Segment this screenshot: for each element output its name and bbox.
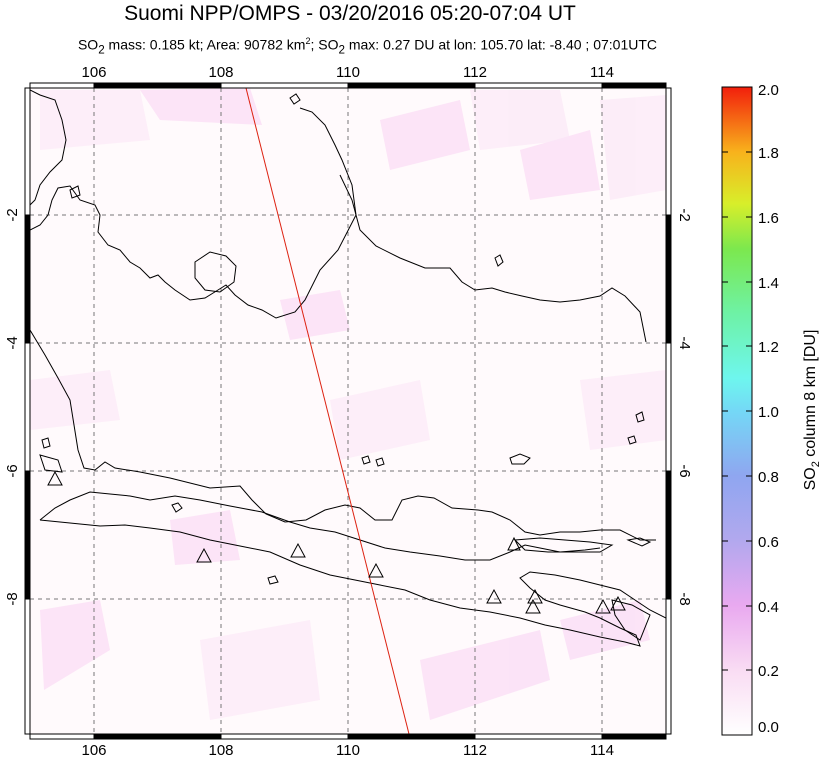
island-east-2 [627,435,637,445]
so2-field [30,88,666,734]
island-north-2 [494,254,504,267]
colorbar-tick-label: 0.0 [758,719,779,736]
lat-tick-label: -2 [676,208,693,221]
lon-tick-label: 114 [590,64,614,81]
colorbar-title: SO2 column 8 km [DU] [802,330,822,491]
lat-labels-right: -2 -4 -6 -8 [676,208,693,605]
colorbar-labels: 0.0 0.2 0.4 0.6 0.8 1.0 1.2 1.4 1.6 1.8 … [758,82,779,736]
island-kangean [626,537,652,547]
colorbar-tick-label: 0.2 [758,663,779,680]
lat-tick-label: -2 [4,208,21,221]
lat-tick-label: -4 [676,336,693,349]
lon-tick-label: 112 [463,64,487,81]
volcano-marker [610,595,626,611]
colorbar-tick-label: 0.6 [758,534,779,551]
chart-title: Suomi NPP/OMPS - 03/20/2016 05:20-07:04 … [124,2,576,25]
so2-light-patches [30,90,666,720]
colorbar-tick-label: 1.4 [758,275,779,292]
orbit-track [245,88,410,734]
graticule [30,88,666,734]
colorbar-ticks [722,151,752,736]
volcano-marker [196,547,212,563]
colorbar-tick-label: 1.8 [758,145,779,162]
island-west-2 [39,454,63,473]
colorbar-tick-label: 0.8 [758,469,779,486]
lat-tick-label: -6 [676,464,693,477]
lon-labels-bottom: 106 108 110 112 114 [81,742,613,759]
colorbar-tick-label: 1.2 [758,339,779,356]
island-mid-1 [361,455,371,465]
lon-labels-top: 106 108 110 112 114 [81,64,613,81]
island-east-1 [635,411,645,423]
lat-tick-label: -8 [4,592,21,605]
frame-bottom [29,733,667,740]
island-north-1 [289,93,301,105]
lon-tick-label: 110 [336,742,360,759]
volcano-marker [290,542,306,558]
frame-right [665,87,672,735]
lon-tick-label: 114 [590,742,614,759]
madura [513,537,614,553]
island-karimunjawa [171,502,183,513]
so2-patches [40,88,650,720]
volcano-marker [368,562,384,578]
volcano-marker [507,536,521,551]
lat-tick-label: -8 [676,592,693,605]
volcano-marker [525,598,541,614]
frame-left [24,87,31,735]
volcano-markers [47,470,626,614]
lat-labels-left: -2 -4 -6 -8 [4,208,21,605]
lat-tick-label: -6 [4,464,21,477]
island-nw-1 [69,185,81,199]
volcano-marker [486,588,502,604]
lat-tick-label: -4 [4,336,21,349]
volcano-marker [595,598,611,614]
volcano-marker [47,470,63,486]
kalimantan-coast [339,174,647,343]
bali [611,599,651,641]
java-coast [39,519,666,647]
lon-tick-label: 106 [81,64,106,81]
sumatra-coast [30,89,67,206]
chart-subtitle: SO2 mass: 0.185 kt; Area: 90782 km2; SO2… [77,36,658,57]
colorbar-tick-label: 2.0 [758,82,779,99]
lon-tick-label: 108 [208,64,233,81]
lon-tick-label: 110 [336,64,360,81]
island-west-1 [41,437,51,449]
lon-tick-label: 106 [81,742,106,759]
coastlines [30,89,666,647]
colorbar-tick-label: 1.6 [758,210,779,227]
lon-tick-label: 112 [463,742,487,759]
sumatra-coast-lampung [30,329,656,541]
island-sw [267,575,279,585]
java-north [39,491,601,561]
colorbar-tick-label: 0.4 [758,599,779,616]
island-mid-2 [375,457,385,467]
frame-top [29,82,667,89]
lon-tick-label: 108 [208,742,233,759]
belitung [194,251,237,293]
island-bawean [509,453,531,465]
colorbar-tick-label: 1.0 [758,404,779,421]
